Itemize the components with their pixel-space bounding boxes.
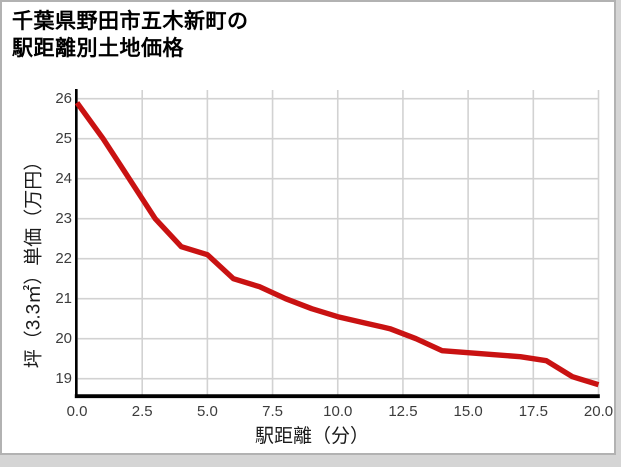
- x-tick-label: 2.5: [131, 403, 153, 420]
- x-tick-label: 5.0: [196, 403, 218, 420]
- title-line-1: 千葉県野田市五木新町の: [12, 10, 249, 33]
- x-axis-label: 駅距離（分）: [254, 426, 370, 447]
- x-tick-label: 20.0: [583, 403, 614, 420]
- y-tick-label: 22: [55, 249, 72, 267]
- title-line-2: 駅距離別土地価格: [12, 37, 184, 60]
- x-tick-label: 10.0: [323, 403, 353, 420]
- y-tick-label: 23: [55, 209, 72, 227]
- y-tick-label: 19: [55, 369, 72, 387]
- x-tick-label: 7.5: [262, 403, 283, 420]
- y-tick-label: 21: [55, 289, 72, 307]
- y-tick-label: 25: [55, 129, 72, 147]
- x-tick-label: 15.0: [453, 403, 483, 420]
- x-tick-label: 0.0: [66, 403, 88, 420]
- y-tick-label: 24: [55, 169, 72, 187]
- x-tick-label: 17.5: [518, 403, 548, 420]
- x-tick-label: 12.5: [388, 403, 418, 420]
- y-tick-label: 20: [55, 329, 72, 347]
- page-title: 千葉県野田市五木新町の 駅距離別土地価格: [12, 8, 249, 62]
- price-line: [74, 101, 600, 388]
- chart-card: 千葉県野田市五木新町の 駅距離別土地価格 駅距離（分） 坪（3.3㎡）単価（万円…: [0, 0, 616, 455]
- y-tick-label: 26: [55, 89, 72, 107]
